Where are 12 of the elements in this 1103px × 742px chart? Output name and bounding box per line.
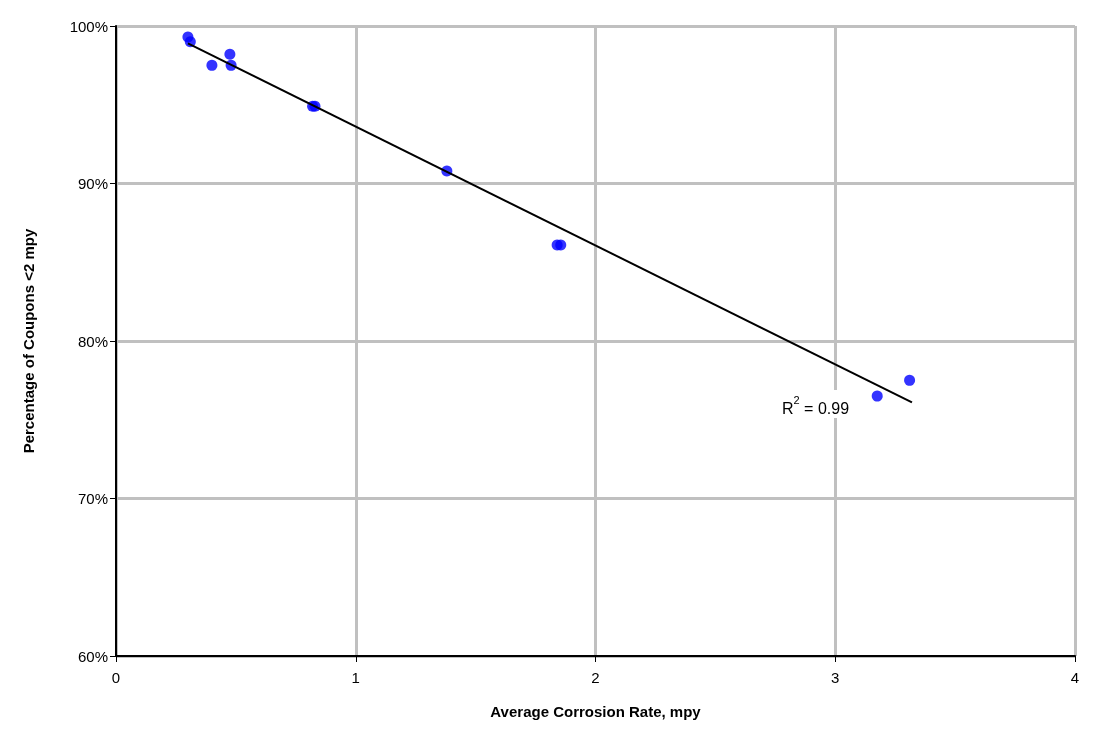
y-tick-label: 60%	[77, 647, 108, 665]
x-axis-title: Average Corrosion Rate, mpy	[490, 703, 702, 720]
y-tick-label: 80%	[77, 332, 108, 350]
y-tick-label: 70%	[77, 490, 108, 507]
x-tick-label: 0	[111, 669, 121, 686]
x-tick-label: 1	[351, 669, 360, 686]
y-axis-title: Percentage of Coupons <2 mpy	[20, 228, 37, 454]
x-tick-label: 2	[591, 669, 600, 686]
y-tick-label: 100%	[69, 17, 108, 35]
x-tick-label: 4	[1070, 669, 1080, 686]
y-tick-label: 90%	[77, 175, 108, 192]
x-tick-label: 3	[831, 669, 840, 686]
